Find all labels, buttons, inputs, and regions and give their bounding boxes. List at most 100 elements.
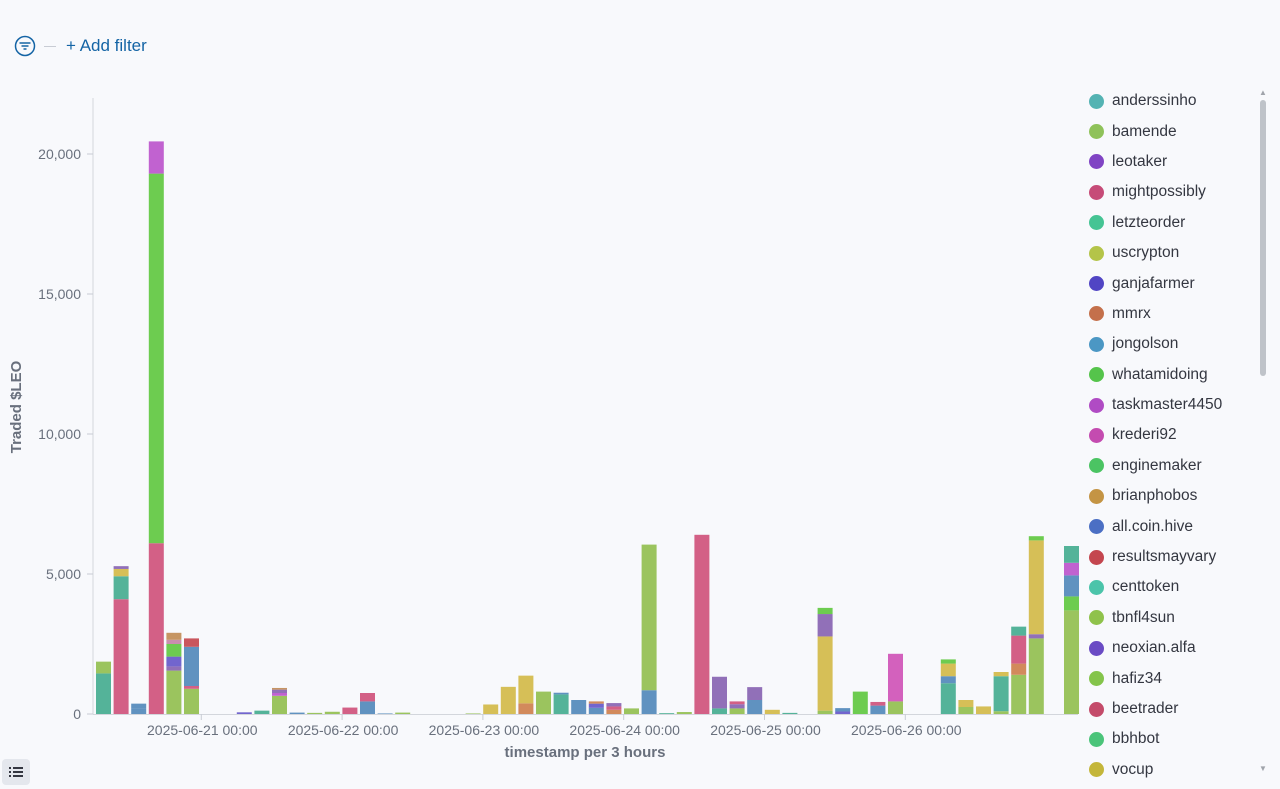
bar-segment [324, 711, 340, 714]
bar-segment [184, 688, 199, 714]
bar-segment [588, 703, 604, 708]
y-tick-label: 5,000 [46, 566, 81, 582]
legend-item[interactable]: krederi92 [1082, 420, 1250, 450]
bar-segment [500, 686, 516, 714]
legend-item[interactable]: hafiz34 [1082, 663, 1250, 693]
scroll-down-icon[interactable]: ▼ [1259, 764, 1267, 773]
bar-segment [377, 713, 393, 715]
bar-segment [342, 707, 358, 714]
list-icon [9, 767, 23, 777]
legend-color-dot [1089, 276, 1104, 292]
legend-item[interactable]: resultsmayvary [1082, 542, 1250, 572]
bar-segment [641, 544, 657, 691]
bar-segment [360, 701, 375, 714]
bar-segment [606, 703, 622, 707]
bar-segment [536, 691, 551, 714]
legend: anderssinho bamende leotaker mightpossibly l… [1082, 86, 1250, 786]
legend-item[interactable]: centtoken [1082, 572, 1250, 602]
legend-item[interactable]: vocup [1082, 755, 1250, 785]
bar-segment [747, 700, 763, 714]
bar-segment [131, 708, 147, 714]
legend-color-dot [1089, 762, 1104, 778]
bar-segment [289, 712, 305, 714]
bar-segment [395, 712, 411, 714]
bar-segment [852, 691, 868, 714]
bar-segment [940, 676, 956, 684]
bar-segment [571, 700, 587, 714]
legend-color-dot [1089, 215, 1104, 231]
legend-color-dot [1089, 519, 1104, 535]
legend-label: leotaker [1112, 152, 1168, 170]
scroll-up-icon[interactable]: ▲ [1259, 88, 1267, 97]
filter-icon[interactable] [12, 33, 38, 59]
legend-item[interactable]: neoxian.alfa [1082, 633, 1250, 663]
legend-item[interactable]: ganjafarmer [1082, 268, 1250, 298]
bar-segment [712, 708, 727, 714]
bar-segment [1028, 536, 1044, 541]
legend-item[interactable]: bamende [1082, 116, 1250, 146]
bar-segment [870, 705, 886, 714]
bar-segment [307, 712, 323, 714]
y-axis: 0 5,000 10,000 15,000 20,000 [38, 98, 94, 722]
bar-segment [835, 711, 851, 714]
legend-item[interactable]: leotaker [1082, 147, 1250, 177]
x-tick-label: 2025-06-24 00:00 [569, 722, 680, 738]
legend-color-dot [1089, 488, 1104, 504]
legend-color-dot [1089, 640, 1104, 656]
legend-color-dot [1089, 701, 1104, 717]
legend-item[interactable]: beetrader [1082, 694, 1250, 724]
bar-segment [764, 709, 780, 714]
legend-item[interactable]: taskmaster4450 [1082, 390, 1250, 420]
y-tick-label: 20,000 [38, 146, 81, 162]
bar-segment [729, 701, 745, 705]
legend-item[interactable]: tbnfl4sun [1082, 603, 1250, 633]
legend-item[interactable]: whatamidoing [1082, 360, 1250, 390]
add-filter-button[interactable]: + Add filter [66, 36, 147, 55]
legend-label: enginemaker [1112, 456, 1202, 474]
bar-segment [272, 689, 287, 693]
bar-segment [606, 709, 622, 714]
legend-item[interactable]: all.coin.hive [1082, 511, 1250, 541]
bar-segment [958, 707, 974, 714]
bar-segment [272, 687, 287, 690]
y-axis-title: Traded $LEO [8, 360, 25, 453]
legend-color-dot [1089, 306, 1104, 322]
bar-segment [817, 614, 833, 637]
legend-item[interactable]: brianphobos [1082, 481, 1250, 511]
legend-item[interactable]: anderssinho [1082, 86, 1250, 116]
legend-label: mightpossibly [1112, 183, 1206, 201]
legend-label: taskmaster4450 [1112, 396, 1223, 414]
bar-segment [888, 701, 903, 714]
legend-scrollbar[interactable] [1260, 96, 1266, 761]
bar-segment [553, 692, 569, 695]
legend-label: whatamidoing [1112, 365, 1208, 383]
legend-label: centtoken [1112, 578, 1180, 596]
bar-segment [1064, 562, 1079, 576]
bar-segment [113, 599, 129, 714]
bar-segment [940, 659, 956, 664]
filter-separator [44, 45, 56, 47]
legend-item[interactable]: mightpossibly [1082, 177, 1250, 207]
bar-segment [166, 670, 182, 714]
legend-toggle-button[interactable] [2, 759, 30, 785]
legend-item[interactable]: enginemaker [1082, 451, 1250, 481]
bar-segment [624, 708, 639, 714]
legend-label: bbhbot [1112, 730, 1160, 748]
legend-item[interactable]: mmrx [1082, 299, 1250, 329]
legend-label: letzteorder [1112, 213, 1186, 231]
x-tick-label: 2025-06-22 00:00 [288, 722, 399, 738]
bar-segment [1064, 610, 1079, 714]
legend-color-dot [1089, 245, 1104, 261]
bar-segment [113, 566, 129, 569]
legend-item[interactable]: letzteorder [1082, 208, 1250, 238]
legend-color-dot [1089, 124, 1104, 140]
scroll-thumb[interactable] [1260, 100, 1266, 376]
bar-segment [236, 712, 252, 714]
legend-item[interactable]: uscrypton [1082, 238, 1250, 268]
bar-segment [96, 673, 111, 714]
legend-item[interactable]: bbhbot [1082, 724, 1250, 754]
legend-color-dot [1089, 458, 1104, 474]
legend-item[interactable]: jongolson [1082, 329, 1250, 359]
bar-segment [148, 543, 164, 714]
legend-label: brianphobos [1112, 487, 1198, 505]
